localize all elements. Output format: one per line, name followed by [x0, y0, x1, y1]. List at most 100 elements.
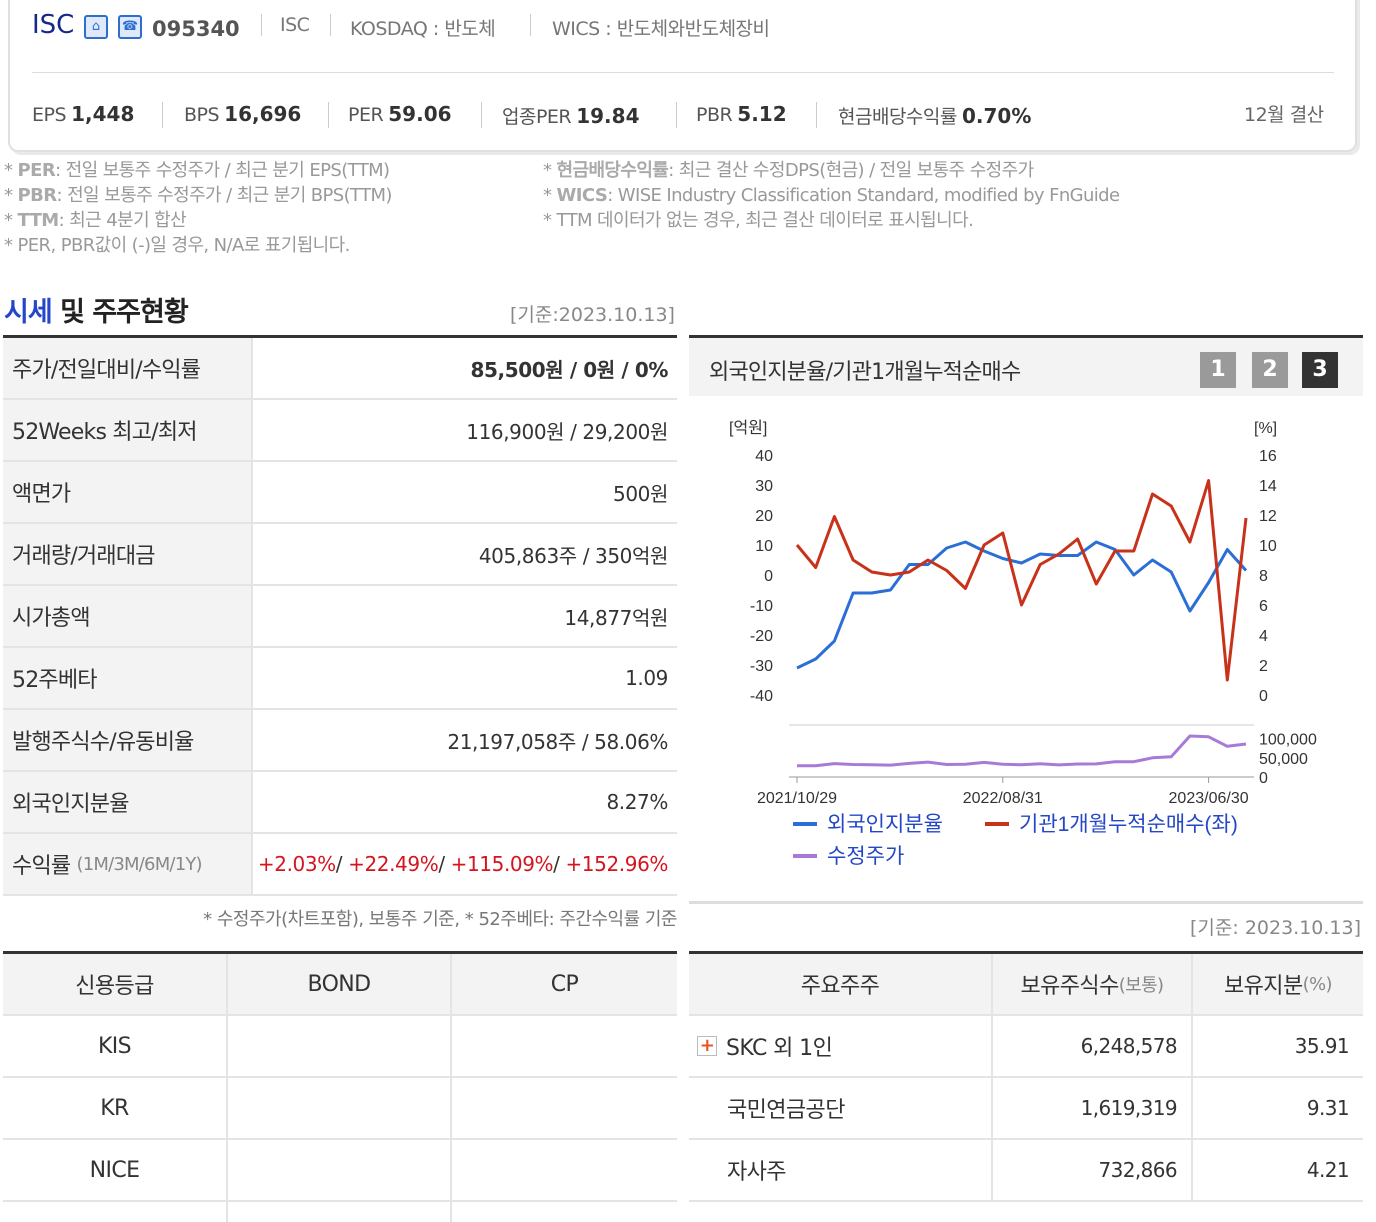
legend-label: 수정주가 [827, 845, 904, 868]
holder-name: 자사주 [727, 1160, 787, 1185]
metric-per: PER 59.06 [348, 102, 452, 126]
note-text: : 최근 4분기 합산 [58, 210, 187, 231]
metric-label: PBR [696, 104, 733, 126]
holder-cell: 국민연금공단 [689, 1078, 993, 1138]
row-label: 거래량/거래대금 [3, 524, 253, 584]
row-value: 405,863주 / 350억원 [478, 543, 669, 568]
note-item: * 현금배당수익률: 최근 결산 수정DPS(현금) / 전일 보통주 수정주가 [543, 160, 1034, 181]
right-tick-label: 8 [1259, 568, 1268, 585]
metric-industry-per: 업종PER 19.84 [502, 102, 639, 129]
note-item: * TTM 데이터가 없는 경우, 최근 결산 데이터로 표시됩니다. [543, 210, 974, 231]
expand-plus-icon[interactable]: + [697, 1036, 717, 1056]
divider [328, 102, 329, 128]
legend-label: 기관1개월누적순매수(좌) [1019, 813, 1238, 836]
left-tick-label: 20 [755, 508, 773, 525]
note-term: 현금배당수익률 [556, 160, 669, 181]
left-tick-label: -20 [750, 628, 773, 645]
return-1m: +2.03% [257, 852, 336, 876]
pct-cell: 4.21 [1306, 1158, 1350, 1182]
metric-dividend-yield: 현금배당수익률 0.70% [838, 102, 1031, 129]
table-row: 거래량/거래대금 405,863주 / 350억원 [3, 524, 677, 586]
institution-net-buy-line [795, 479, 1248, 682]
row-value: 1.09 [625, 666, 668, 690]
chart-tab-1[interactable]: 1 [1200, 352, 1236, 388]
bond-cell [228, 1078, 452, 1138]
holder-name: 국민연금공단 [727, 1098, 845, 1123]
phone-icon[interactable]: ☎ [118, 15, 142, 39]
chart-title: 외국인지분율/기관1개월누적순매수 [709, 360, 1021, 385]
return-label: 수익률 [12, 854, 71, 879]
col-header: BOND [228, 954, 452, 1014]
metric-value: 19.84 [576, 104, 640, 128]
empty-cell [3, 1202, 228, 1222]
row-label: 52Weeks 최고/최저 [3, 400, 253, 460]
left-tick-label: 10 [755, 538, 773, 555]
table-header: 주요주주 보유주식수 (보통) 보유지분 (%) [689, 954, 1363, 1016]
foreign-inst-chart: [억원] [%]403020100-10-20-30-40161412108642… [729, 419, 1317, 868]
table-row: 액면가 500원 [3, 462, 677, 524]
notes-left: * PER: 전일 보통주 수정주가 / 최근 분기 EPS(TTM) * PB… [4, 158, 392, 258]
right-tick-label: 16 [1259, 448, 1277, 465]
base-date: [기준:2023.10.13] [510, 304, 675, 326]
price-tick-label: 50,000 [1259, 751, 1308, 768]
left-tick-label: 0 [764, 568, 773, 585]
x-tick-label: 2021/10/29 [757, 790, 837, 807]
row-label: 수익률 (1M/3M/6M/1Y) [3, 834, 253, 894]
note-item: * PER: 전일 보통주 수정주가 / 최근 분기 EPS(TTM) [4, 160, 390, 181]
chart-tab-3[interactable]: 3 [1302, 352, 1338, 388]
meta-name: ISC [280, 14, 310, 36]
metric-value: 16,696 [224, 102, 302, 126]
col-header: 주요주주 [689, 954, 993, 1014]
row-label: 발행주식수/유동비율 [3, 710, 253, 770]
divider [481, 102, 482, 128]
table-row-partial [3, 1202, 677, 1222]
agency-cell: KIS [3, 1016, 228, 1076]
left-tick-label: 40 [755, 448, 773, 465]
table-row: + SKC 외 1인 6,248,578 35.91 [689, 1016, 1363, 1078]
table-header: 신용등급 BOND CP [3, 954, 677, 1016]
metric-label: 업종PER [502, 106, 572, 128]
divider [32, 72, 1334, 73]
metric-value: 59.06 [388, 102, 452, 126]
company-summary-card: ISC ⌂ ☎ 095340 ISC KOSDAQ : 반도체 WICS : 반… [8, 0, 1357, 152]
return-1y: +152.96% [565, 852, 668, 876]
legend-label: 외국인지분율 [827, 813, 943, 836]
divider [330, 14, 331, 36]
note-text: : 최근 결산 수정DPS(현금) / 전일 보통주 수정주가 [668, 160, 1034, 181]
price-table: 주가/전일대비/수익률 85,500원 / 0원 / 0% 52Weeks 최고… [3, 335, 677, 896]
left-tick-label: -10 [750, 598, 773, 615]
metric-label: EPS [32, 104, 67, 126]
chart-tab-2[interactable]: 2 [1252, 352, 1288, 388]
stock-code: 095340 [152, 17, 240, 41]
table-row: 수익률 (1M/3M/6M/1Y) +2.03%/ +22.49%/ +115.… [3, 834, 677, 896]
home-icon[interactable]: ⌂ [84, 15, 108, 39]
metric-value: 5.12 [737, 102, 787, 126]
fiscal-month: 12월 결산 [1244, 104, 1324, 126]
section-title-rest: 및 주주현황 [51, 297, 189, 328]
return-3m: +22.49% [348, 852, 439, 876]
price-footnote: * 수정주가(차트포함), 보통주 기준, * 52주베타: 주간수익률 기준 [203, 909, 677, 930]
right-axis-unit: [%] [1254, 420, 1277, 437]
note-item: * TTM: 최근 4분기 합산 [4, 210, 187, 231]
col-header: 보유주식수 (보통) [993, 954, 1193, 1014]
note-text: : 전일 보통주 수정주가 / 최근 분기 EPS(TTM) [55, 160, 390, 181]
note-item: * WICS: WISE Industry Classification Sta… [543, 185, 1120, 206]
table-row: 발행주식수/유동비율 21,197,058주 / 58.06% [3, 710, 677, 772]
row-value: +2.03%/ +22.49%/ +115.09%/ +152.96% [257, 852, 669, 876]
table-row: 52주베타 1.09 [3, 648, 677, 710]
row-label: 액면가 [3, 462, 253, 522]
agency-cell: KR [3, 1078, 228, 1138]
row-value: 85,500원 / 0원 / 0% [470, 357, 668, 382]
left-axis-unit: [억원] [729, 419, 767, 437]
agency-cell: NICE [3, 1140, 228, 1200]
note-term: PER [17, 160, 56, 181]
col-header-main: 보유지분 [1224, 974, 1303, 999]
empty-cell [228, 1202, 452, 1222]
right-tick-label: 14 [1259, 478, 1277, 495]
divider [261, 14, 262, 36]
table-row: 주가/전일대비/수익률 85,500원 / 0원 / 0% [3, 338, 677, 400]
holder-name: SKC 외 1인 [726, 1036, 833, 1061]
divider [816, 102, 817, 128]
metric-label: 현금배당수익률 [838, 106, 957, 128]
price-tick-label: 0 [1259, 770, 1268, 787]
